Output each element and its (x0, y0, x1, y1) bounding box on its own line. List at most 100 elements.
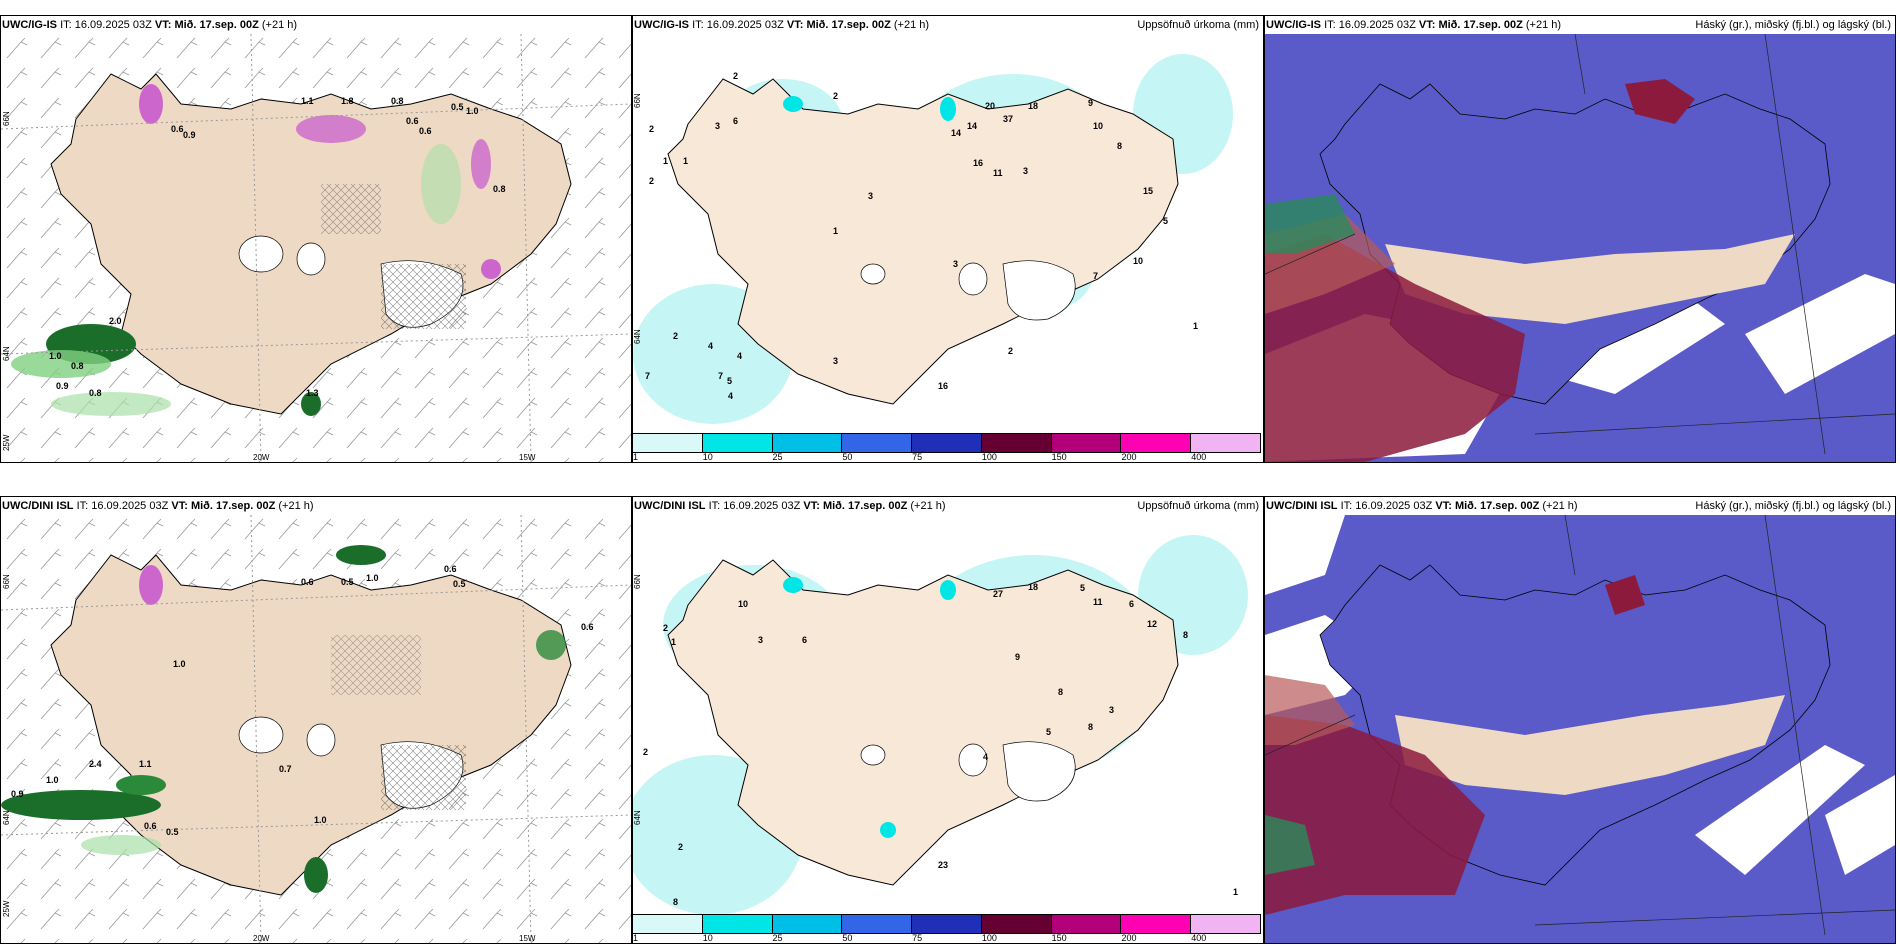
colorbar-tick-label: 200 (1121, 452, 1137, 462)
panel-title: UWC/IG-IS IT: 16.09.2025 03Z VT: Mið. 17… (2, 17, 629, 33)
value-label: 18 (1028, 101, 1039, 111)
colorbar-tick-label: 400 (1191, 452, 1207, 462)
value-label: 3 (758, 635, 764, 645)
value-label: 1 (683, 156, 689, 166)
value-label: 12 (1147, 619, 1158, 629)
value-label: 0.9 (11, 789, 24, 799)
lon-label: 15W (519, 453, 536, 462)
lead-time: (+21 h) (910, 500, 946, 512)
value-label: 3 (868, 191, 874, 201)
value-label: 8 (1117, 141, 1123, 151)
value-label: 7 (645, 371, 651, 381)
value-label: 14 (951, 128, 962, 138)
value-label: 1.8 (341, 96, 354, 106)
value-label: 5 (727, 376, 733, 386)
panel-title: UWC/IG-IS IT: 16.09.2025 03Z VT: Mið. 17… (634, 17, 1261, 33)
colorbar-tick-label: 200 (1121, 933, 1137, 943)
model-name: UWC/IG-IS (2, 19, 57, 31)
colorbar-tick-label: 100 (981, 933, 997, 943)
colorbar-tick-label: 100 (981, 452, 997, 462)
colorbar-ticks: 1 10 25 50 75 100 150 200 400 (633, 452, 1261, 462)
vt-label: VT: (786, 19, 804, 31)
panel-title: UWC/DINI ISL IT: 16.09.2025 03Z VT: Mið.… (2, 498, 629, 514)
cloud-map (1265, 515, 1895, 943)
lead-time: (+21 h) (1525, 19, 1562, 31)
vt-value: Mið. 17.sep. 00Z (1438, 19, 1523, 31)
value-label: 1.0 (49, 351, 62, 361)
colorbar-ticks: 1 10 25 50 75 100 150 200 400 (633, 933, 1261, 943)
value-label: 8 (673, 897, 679, 907)
value-label: 0.9 (183, 130, 196, 140)
value-label: 15 (1143, 186, 1154, 196)
it-value: 16.09.2025 03Z (1355, 500, 1433, 512)
lat-label: 66N (633, 93, 642, 108)
value-label: 0.8 (391, 96, 404, 106)
value-label: 0.9 (56, 381, 69, 391)
lat-label: 64N (633, 810, 642, 825)
colorbar-tick-label: 75 (912, 452, 923, 462)
value-label: 2 (1008, 346, 1014, 356)
iceland-land (667, 78, 1179, 405)
it-value: 16.09.2025 03Z (1338, 19, 1416, 31)
value-label: 6 (1129, 599, 1135, 609)
value-label: 10 (1133, 256, 1144, 266)
vt-value: Mið. 17.sep. 00Z (174, 19, 259, 31)
value-label: 3 (953, 259, 959, 269)
value-label: 20 (985, 101, 996, 111)
colorbar-tick-label: 400 (1191, 933, 1207, 943)
wind-map (1, 34, 631, 462)
value-label: 1 (1193, 321, 1199, 331)
colorbar-swatch (981, 915, 1052, 933)
value-label: 5 (1163, 216, 1169, 226)
panel-ig-is-precip: UWC/IG-IS IT: 16.09.2025 03Z VT: Mið. 17… (632, 15, 1264, 463)
colorbar-swatch (772, 915, 843, 933)
colorbar-tick-label: 75 (912, 933, 923, 943)
value-label: 8 (1183, 630, 1189, 640)
colorbar-tick-label: 50 (842, 452, 853, 462)
it-value: 16.09.2025 03Z (723, 500, 801, 512)
value-label: 1 (1233, 887, 1239, 897)
value-label: 2 (649, 176, 655, 186)
value-label: 0.5 (451, 102, 464, 112)
value-label: 4 (983, 752, 989, 762)
it-label: IT: (1324, 19, 1336, 31)
value-label: 10 (1093, 121, 1104, 131)
value-label: 2 (649, 124, 655, 134)
lon-label: 20W (253, 453, 270, 462)
lead-time: (+21 h) (893, 19, 930, 31)
value-label: 5 (1046, 727, 1052, 737)
colorbar-tick-label: 150 (1051, 933, 1067, 943)
lat-label: 66N (2, 574, 11, 589)
value-label: 16 (938, 381, 949, 391)
panel-title: UWC/DINI ISL IT: 16.09.2025 03Z VT: Mið.… (1266, 498, 1893, 514)
precip-map (633, 54, 1233, 424)
model-name: UWC/IG-IS (634, 19, 689, 31)
value-label: 0.6 (144, 821, 157, 831)
value-label: 2 (673, 331, 679, 341)
cloud-map (1265, 34, 1895, 462)
vt-value: Mið. 17.sep. 00Z (806, 19, 891, 31)
value-label: 1.3 (306, 388, 319, 398)
value-label: 4 (708, 341, 714, 351)
lead-time: (+21 h) (261, 19, 298, 31)
vt-value: Mið. 17.sep. 00Z (190, 500, 276, 512)
it-label: IT: (1340, 500, 1353, 512)
vt-label: VT: (1418, 19, 1436, 31)
colorbar-swatch (1191, 915, 1262, 933)
iceland-land (50, 554, 572, 896)
value-label: 8 (1088, 722, 1094, 732)
value-label: 1.0 (173, 659, 186, 669)
field-title: Uppsöfnuð úrkoma (mm) (1137, 19, 1259, 31)
value-label: 1 (671, 637, 677, 647)
value-label: 2 (833, 91, 839, 101)
value-label: 0.6 (419, 126, 432, 136)
lead-time: (+21 h) (1542, 500, 1578, 512)
panel-title: UWC/IG-IS IT: 16.09.2025 03Z VT: Mið. 17… (1266, 17, 1893, 33)
value-label: 0.6 (581, 622, 594, 632)
colorbar-tick-label: 1 (633, 933, 639, 943)
value-label: 2 (678, 842, 684, 852)
value-label: 2 (643, 747, 649, 757)
value-label: 11 (1093, 597, 1103, 607)
colorbar (633, 914, 1262, 934)
it-value: 16.09.2025 03Z (74, 19, 152, 31)
